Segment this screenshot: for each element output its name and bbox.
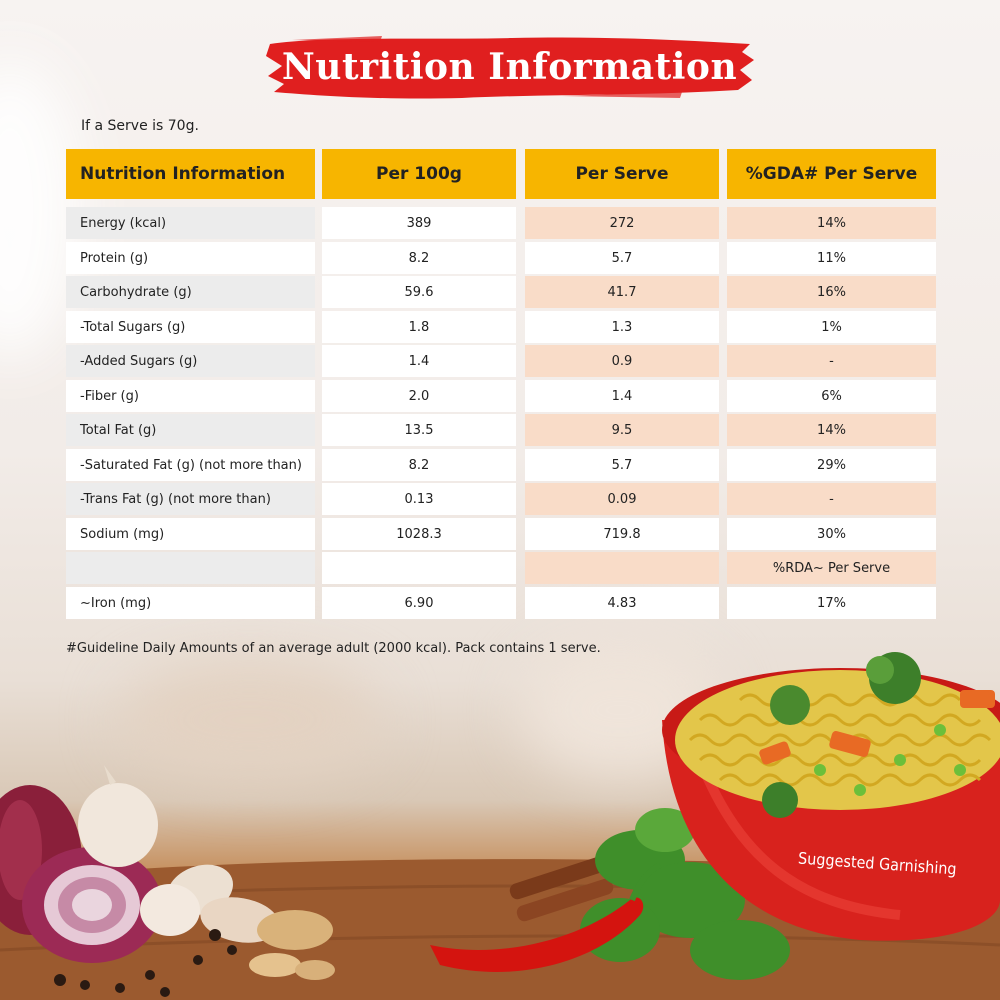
table-cell-r10-c3: %RDA~ Per Serve [727, 552, 936, 584]
table-cell-r4-c2: 0.9 [525, 345, 719, 377]
table-cell-r5-c2: 1.4 [525, 380, 719, 412]
table-cell-r11-c1: 6.90 [322, 587, 516, 619]
table-cell-r2-c3: 16% [727, 276, 936, 308]
table-cell-r9-c2: 719.8 [525, 518, 719, 550]
ginger-icon [249, 910, 335, 980]
table-cell-r8-c2: 0.09 [525, 483, 719, 515]
table-cell-r7-c1: 8.2 [322, 449, 516, 481]
brush-stroke-icon [266, 36, 754, 99]
table-cell-r3-c0: -Total Sugars (g) [66, 311, 315, 343]
table-cell-r0-c0: Energy (kcal) [66, 207, 315, 239]
table-cell-r5-c0: -Fiber (g) [66, 380, 315, 412]
table-cell-r1-c3: 11% [727, 242, 936, 274]
peppercorn-icon [54, 929, 237, 997]
table-cell-r11-c3: 17% [727, 587, 936, 619]
table-cell-r7-c0: -Saturated Fat (g) (not more than) [66, 449, 315, 481]
table-cell-r6-c3: 14% [727, 414, 936, 446]
table-cell-r2-c1: 59.6 [322, 276, 516, 308]
cinnamon-icon [509, 856, 614, 922]
table-cell-r9-c1: 1028.3 [322, 518, 516, 550]
table-cell-r8-c3: - [727, 483, 936, 515]
table-cell-r3-c1: 1.8 [322, 311, 516, 343]
table-cell-r3-c3: 1% [727, 311, 936, 343]
table-cell-r6-c2: 9.5 [525, 414, 719, 446]
serve-size-note: If a Serve is 70g. [81, 118, 199, 134]
bg-kitchen-blur [120, 660, 380, 780]
table-cell-r1-c0: Protein (g) [66, 242, 315, 274]
table-cell-r7-c3: 29% [727, 449, 936, 481]
noodle-bowl-icon [662, 652, 1000, 941]
page-title: Nutrition Information [281, 46, 738, 88]
table-cell-r8-c1: 0.13 [322, 483, 516, 515]
red-chili-icon [430, 897, 644, 972]
table-cell-r1-c2: 5.7 [525, 242, 719, 274]
table-cell-r10-c0 [66, 552, 315, 584]
table-cell-r11-c2: 4.83 [525, 587, 719, 619]
table-cell-r3-c2: 1.3 [525, 311, 719, 343]
header-gda-per-serve: %GDA# Per Serve [727, 149, 936, 199]
table-cell-r10-c1 [322, 552, 516, 584]
table-cell-r1-c1: 8.2 [322, 242, 516, 274]
table-cell-r2-c2: 41.7 [525, 276, 719, 308]
table-cell-r11-c0: ~Iron (mg) [66, 587, 315, 619]
table-cell-r6-c1: 13.5 [322, 414, 516, 446]
table-cell-r5-c1: 2.0 [322, 380, 516, 412]
table-cell-r9-c3: 30% [727, 518, 936, 550]
peas-icon [814, 724, 966, 796]
table-cell-r6-c0: Total Fat (g) [66, 414, 315, 446]
broccoli-icon [762, 652, 921, 818]
gda-footnote: #Guideline Daily Amounts of an average a… [66, 641, 601, 656]
red-onion-icon [0, 785, 162, 963]
table-cell-r0-c3: 14% [727, 207, 936, 239]
table-cell-r2-c0: Carbohydrate (g) [66, 276, 315, 308]
header-nutrition-information: Nutrition Information [66, 149, 315, 199]
table-cell-r4-c3: - [727, 345, 936, 377]
title-banner: Nutrition Information [262, 30, 757, 104]
table-cell-r0-c1: 389 [322, 207, 516, 239]
table-cell-r9-c0: Sodium (mg) [66, 518, 315, 550]
carrot-icon [759, 690, 995, 765]
header-per-serve: Per Serve [525, 149, 719, 199]
table-cell-r4-c1: 1.4 [322, 345, 516, 377]
header-per-100g: Per 100g [322, 149, 516, 199]
table-cell-r5-c3: 6% [727, 380, 936, 412]
table-cell-r7-c2: 5.7 [525, 449, 719, 481]
table-cell-r0-c2: 272 [525, 207, 719, 239]
table-cell-r8-c0: -Trans Fat (g) (not more than) [66, 483, 315, 515]
table-cell-r4-c0: -Added Sugars (g) [66, 345, 315, 377]
table-cell-r10-c2 [525, 552, 719, 584]
